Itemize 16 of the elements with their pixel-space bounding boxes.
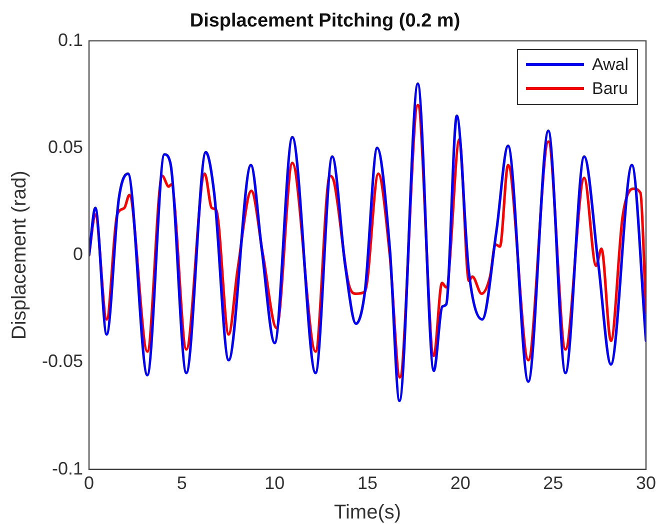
y-tick-label: -0.05 [42, 351, 84, 372]
x-axis-title: Time(s) [334, 502, 402, 524]
x-tick-label: 25 [543, 473, 564, 494]
y-tick-label: 0 [73, 244, 84, 264]
legend-label: Awal [592, 54, 629, 76]
y-tick-label: -0.1 [52, 458, 84, 478]
x-tick-label: 5 [176, 473, 187, 494]
x-tick-label: 10 [264, 473, 285, 494]
y-axis-title: Displacement (rad) [8, 170, 31, 340]
legend-label: Baru [592, 78, 628, 100]
x-tick-label: 15 [358, 473, 378, 494]
chart-title: Displacement Pitching (0.2 m) [190, 10, 460, 32]
x-tick-label: 30 [636, 473, 656, 494]
x-tick-label: 20 [450, 473, 470, 494]
y-tick-label: 0.1 [58, 30, 84, 50]
y-tick-label: 0.05 [48, 136, 84, 157]
